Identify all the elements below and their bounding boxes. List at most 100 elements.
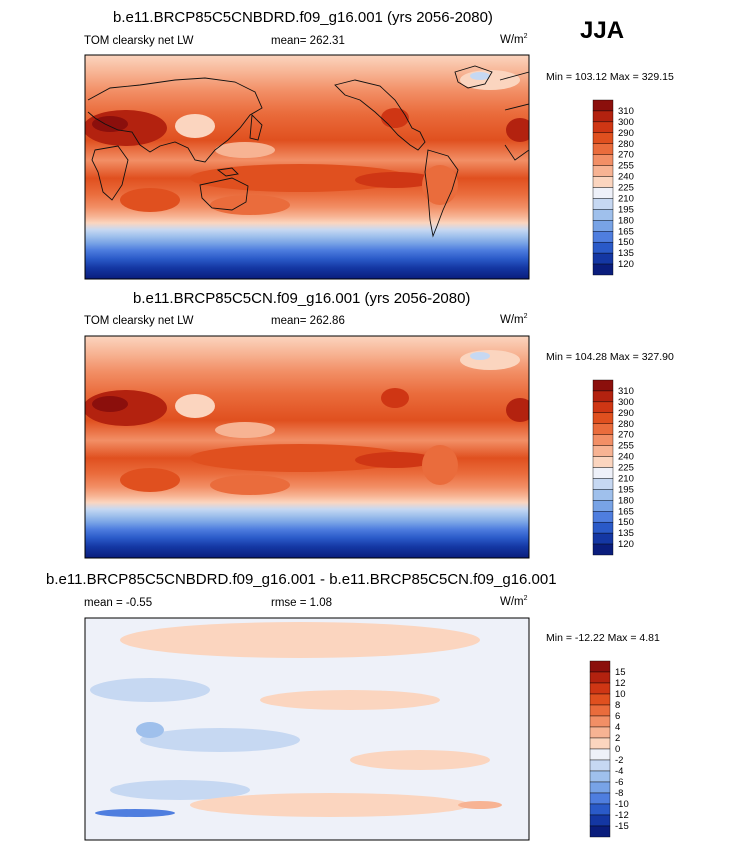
panel3-colorbar-swatch — [589, 660, 611, 673]
panel3-colorbar-swatch — [589, 825, 611, 838]
panel3-colorbar-label: 6 — [615, 711, 620, 722]
panel1-mean-label: mean= 262.31 — [271, 35, 345, 47]
panel3-colorbar-swatch — [589, 792, 611, 805]
panel3-colorbar-swatch — [589, 770, 611, 783]
panel1-colorbar-label: 210 — [618, 193, 634, 204]
panel2-colorbar-swatch — [592, 390, 614, 403]
panel1-colorbar-swatch — [592, 110, 614, 123]
panel1-colorbar-swatch — [592, 252, 614, 265]
panel2-colorbar-swatch — [592, 456, 614, 468]
panel3-map — [85, 618, 529, 840]
panel1-variable-label: TOM clearsky net LW — [84, 35, 194, 47]
panel2-colorbar-label: 300 — [618, 397, 634, 408]
panel1-colorbar-label: 240 — [618, 172, 634, 183]
panel1-colorbar-label: 280 — [618, 139, 634, 150]
panel3-colorbar-swatch — [589, 759, 611, 772]
panel1-colorbar-label: 300 — [618, 117, 634, 128]
panel3-colorbar-label: -15 — [615, 821, 629, 832]
panel2-colorbar-label: 210 — [618, 473, 634, 484]
panel2-colorbar-label: 270 — [618, 430, 634, 441]
panel1-colorbar-swatch — [592, 220, 614, 232]
panel3-colorbar-swatch — [589, 781, 611, 794]
panel3-colorbar-swatch — [589, 726, 611, 739]
panel3-minmax: Min = -12.22 Max = 4.81 — [546, 632, 660, 644]
panel3-colorbar-swatch — [589, 814, 611, 827]
panel3-colorbar-swatch — [589, 715, 611, 728]
panel2-colorbar-label: 240 — [618, 452, 634, 463]
panel2-colorbar-label: 255 — [618, 441, 634, 452]
panel2-colorbar-swatch — [592, 543, 614, 556]
panel1-colorbar-label: 195 — [618, 204, 634, 215]
panel2-colorbar-label: 310 — [618, 386, 634, 397]
panel2-colorbar-label: 225 — [618, 463, 634, 474]
panel1-colorbar-label: 290 — [618, 128, 634, 139]
season-label: JJA — [580, 17, 625, 44]
panel2-colorbar-swatch — [592, 478, 614, 490]
panel1-map-frame — [84, 54, 530, 280]
panel3-colorbar-label: -6 — [615, 777, 623, 788]
panel3-colorbar-swatch — [589, 682, 611, 695]
panel1-colorbar-swatch — [592, 209, 614, 221]
panel1-colorbar-swatch — [592, 165, 614, 177]
panel3-colorbar-swatch — [589, 693, 611, 706]
panel2-mean-label: mean= 262.86 — [271, 315, 345, 327]
panel2-colorbar-label: 195 — [618, 484, 634, 495]
panel2-colorbar-swatch — [592, 511, 614, 523]
panel3-colorbar-label: 10 — [615, 689, 626, 700]
panel2-colorbar-label: 150 — [618, 517, 634, 528]
panel1-colorbar-swatch — [592, 99, 614, 112]
panel3-colorbar-label: 8 — [615, 700, 620, 711]
panel1-colorbar-swatch — [592, 154, 614, 166]
panel1-colorbar-label: 120 — [618, 259, 634, 270]
panel3-colorbar-label: 4 — [615, 722, 620, 733]
panel3-colorbar-label: -8 — [615, 788, 623, 799]
panel2-title: b.e11.BRCP85C5CN.f09_g16.001 (yrs 2056-2… — [133, 290, 471, 307]
panel1-title: b.e11.BRCP85C5CNBDRD.f09_g16.001 (yrs 20… — [113, 9, 493, 26]
panel1-colorbar-swatch — [592, 231, 614, 243]
panel1-colorbar-swatch — [592, 187, 614, 199]
panel2-colorbar-swatch — [592, 500, 614, 512]
panel2-colorbar-label: 120 — [618, 539, 634, 550]
panel2-map-frame — [84, 335, 530, 559]
panel2-colorbar-swatch — [592, 532, 614, 545]
panel2-colorbar-swatch — [592, 379, 614, 392]
panel1-colorbar-label: 225 — [618, 183, 634, 194]
panel3-units: W/m2 — [500, 595, 528, 608]
panel2-colorbar-swatch — [592, 467, 614, 479]
colorbars: 3103002902802702552402252101951801651501… — [589, 99, 634, 838]
panel3-mean-label: mean = -0.55 — [84, 597, 153, 609]
panel3-colorbar-label: 0 — [615, 744, 620, 755]
panel1-colorbar-label: 165 — [618, 226, 634, 237]
panel3-colorbar-label: -10 — [615, 799, 629, 810]
panel1-colorbar-label: 180 — [618, 215, 634, 226]
panel3-colorbar-label: 2 — [615, 733, 620, 744]
panel2-colorbar-label: 135 — [618, 528, 634, 539]
panel3-colorbar-swatch — [589, 748, 611, 761]
panel1-colorbar-swatch — [592, 132, 614, 144]
panel3-colorbar-label: -4 — [615, 766, 623, 777]
panel3-colorbar-label: 12 — [615, 678, 626, 689]
panel1-colorbar-label: 150 — [618, 237, 634, 248]
panel3-colorbar-swatch — [589, 671, 611, 684]
panel2-variable-label: TOM clearsky net LW — [84, 315, 194, 327]
panel2-colorbar-swatch — [592, 434, 614, 446]
panel1-minmax: Min = 103.12 Max = 329.15 — [546, 71, 674, 83]
panel1-colorbar-label: 255 — [618, 161, 634, 172]
panel3-colorbar-label: -2 — [615, 755, 623, 766]
panel1-colorbar-swatch — [592, 198, 614, 210]
panel1-units: W/m2 — [500, 33, 528, 46]
panel2-colorbar-label: 290 — [618, 408, 634, 419]
panel3-colorbar-label: 15 — [615, 667, 626, 678]
panel1-colorbar-swatch — [592, 121, 614, 134]
panel3-colorbar-swatch — [589, 704, 611, 717]
panel2-colorbar-swatch — [592, 423, 614, 435]
panel3-map-frame — [84, 617, 530, 841]
panel3-colorbar-swatch — [589, 803, 611, 816]
panel2-colorbar-swatch — [592, 521, 614, 534]
panel2-units: W/m2 — [500, 313, 528, 326]
panel1-colorbar-label: 135 — [618, 248, 634, 259]
panel1-colorbar-swatch — [592, 241, 614, 254]
panel1-colorbar-label: 310 — [618, 106, 634, 117]
panel2-colorbar-swatch — [592, 412, 614, 424]
